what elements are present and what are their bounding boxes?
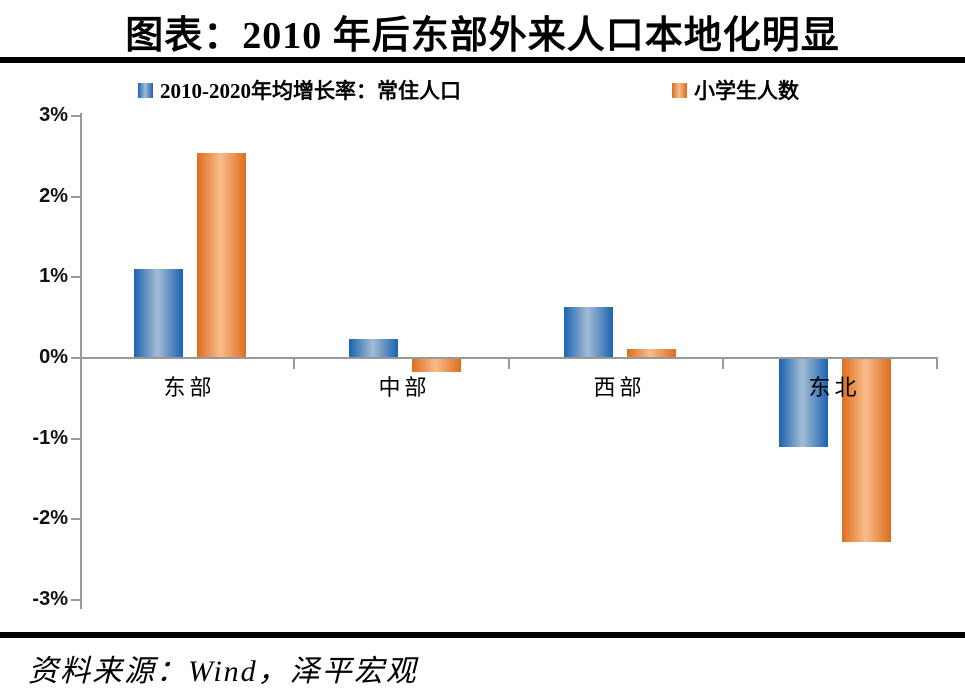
y-tick-mark xyxy=(71,276,80,279)
y-tick-label: 1% xyxy=(39,265,68,288)
y-tick-mark xyxy=(71,195,80,198)
bar-中部-series0 xyxy=(349,339,398,357)
bar-西部-series1 xyxy=(627,348,676,357)
y-tick-label: -2% xyxy=(32,507,68,530)
y-tick-label: -1% xyxy=(32,426,68,449)
category-label-东北: 东北 xyxy=(808,375,861,400)
bar-东北-series0 xyxy=(779,359,828,447)
chart-title: 图表：2010 年后东部外来人口本地化明显 xyxy=(125,15,840,57)
bar-西部-series0 xyxy=(564,306,613,357)
legend-swatch-blue-icon xyxy=(138,82,153,98)
category-label-中部: 中部 xyxy=(378,375,431,400)
source-note: 资料来源：Wind，泽平宏观 xyxy=(28,655,418,688)
y-tick-mark xyxy=(71,518,80,521)
category-label-西部: 西部 xyxy=(593,375,646,400)
x-tick-mark xyxy=(722,359,725,369)
x-tick-mark xyxy=(507,359,510,369)
y-tick-mark xyxy=(71,437,80,440)
y-axis-line xyxy=(80,113,82,609)
y-tick-label: 3% xyxy=(39,103,68,126)
y-tick-mark xyxy=(71,114,80,117)
bar-东北-series1 xyxy=(842,359,891,543)
y-tick-label: -3% xyxy=(32,588,68,611)
x-tick-mark xyxy=(292,359,295,369)
x-tick-mark xyxy=(936,359,938,369)
bar-东部-series1 xyxy=(197,152,246,357)
y-tick-mark xyxy=(71,357,80,359)
y-tick-mark xyxy=(71,599,80,602)
zero-axis-line xyxy=(78,357,938,359)
y-tick-label: 2% xyxy=(39,184,68,207)
y-tick-label: 0% xyxy=(39,346,68,368)
legend-label: 2010-2020年均增长率：常住人口 xyxy=(160,79,461,103)
source-divider-line xyxy=(0,632,965,638)
legend-label: 小学生人数 xyxy=(694,79,799,103)
category-label-东部: 东部 xyxy=(163,375,216,400)
legend-swatch-orange-icon xyxy=(672,82,687,98)
legend-item-resident-population: 2010-2020年均增长率：常住人口 xyxy=(138,79,461,103)
legend-item-primary-students: 小学生人数 xyxy=(672,79,799,103)
bar-东部-series0 xyxy=(134,269,183,357)
title-divider-line xyxy=(0,57,965,63)
bar-中部-series1 xyxy=(412,359,461,372)
